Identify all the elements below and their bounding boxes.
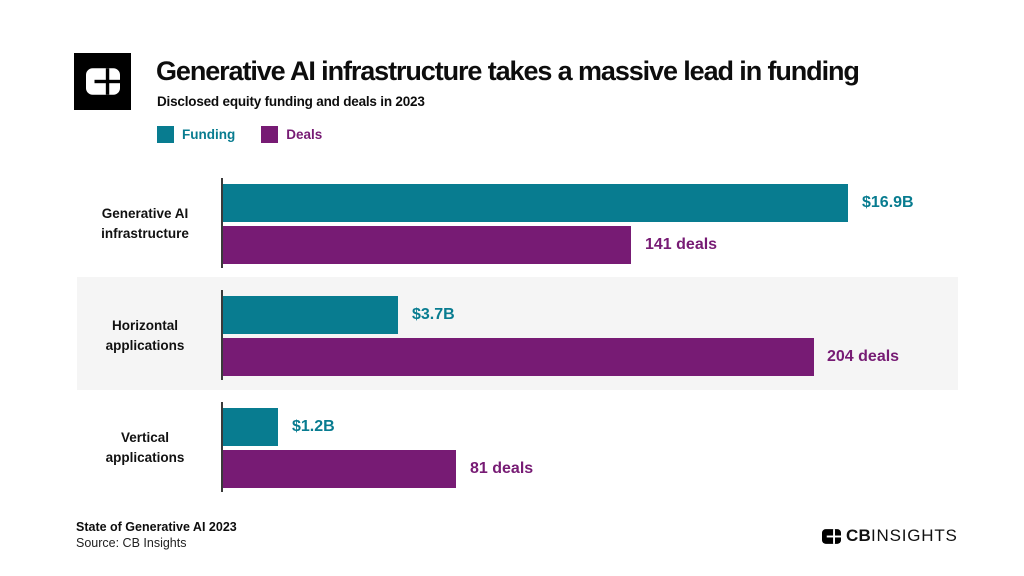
funding-bar-generative-ai-infrastructure [223,184,848,222]
legend-label-deals: Deals [286,127,323,142]
deals-swatch [261,126,279,143]
funding-swatch [157,126,174,143]
funding-value-label: $3.7B [412,306,455,323]
chart-subtitle: Disclosed equity funding and deals in 20… [157,94,425,109]
brand-text: CBINSIGHTS [846,526,958,546]
source-credit: Source: CB Insights [76,536,187,550]
axis-line-row-1 [221,178,223,268]
funding-value-label: $16.9B [862,194,914,211]
legend-label-funding: Funding [182,127,236,142]
category-line: Vertical [120,430,170,445]
report-title: State of Generative AI 2023 [76,520,237,534]
brand-insights: INSIGHTS [870,526,958,545]
axis-line-row-2 [221,290,223,380]
legend: Funding Deals [157,126,322,143]
deals-bar-horizontal-applications [223,338,814,376]
deals-value-label: 204 deals [827,348,900,365]
deals-value-label: 141 deals [645,236,718,253]
cb-logo-glyph-small [822,528,841,544]
legend-item-deals: Deals [261,126,322,143]
cb-logo-glyph [85,68,120,95]
cb-insights-wordmark: CBINSIGHTS [822,526,958,546]
category-label-generative-ai-infrastructure: Generative AI infrastructure [45,204,245,244]
funding-bar-vertical-applications [223,408,278,446]
cb-insights-logo-mark [74,53,131,110]
brand-cb: CB [846,526,871,545]
category-line: applications [105,338,185,353]
deals-value-label: 81 deals [470,460,534,477]
axis-line-row-3 [221,402,223,492]
chart-title: Generative AI infrastructure takes a mas… [156,56,860,86]
deals-bar-vertical-applications [223,450,456,488]
category-line: Horizontal [112,318,178,333]
category-label-horizontal-applications: Horizontal applications [45,316,245,356]
category-line: infrastructure [101,226,189,241]
category-line: Generative AI [101,206,189,221]
category-label-vertical-applications: Vertical applications [45,428,245,468]
deals-bar-generative-ai-infrastructure [223,226,631,264]
legend-item-funding: Funding [157,126,235,143]
category-line: applications [105,450,185,465]
funding-value-label: $1.2B [292,418,335,435]
funding-bar-horizontal-applications [223,296,398,334]
